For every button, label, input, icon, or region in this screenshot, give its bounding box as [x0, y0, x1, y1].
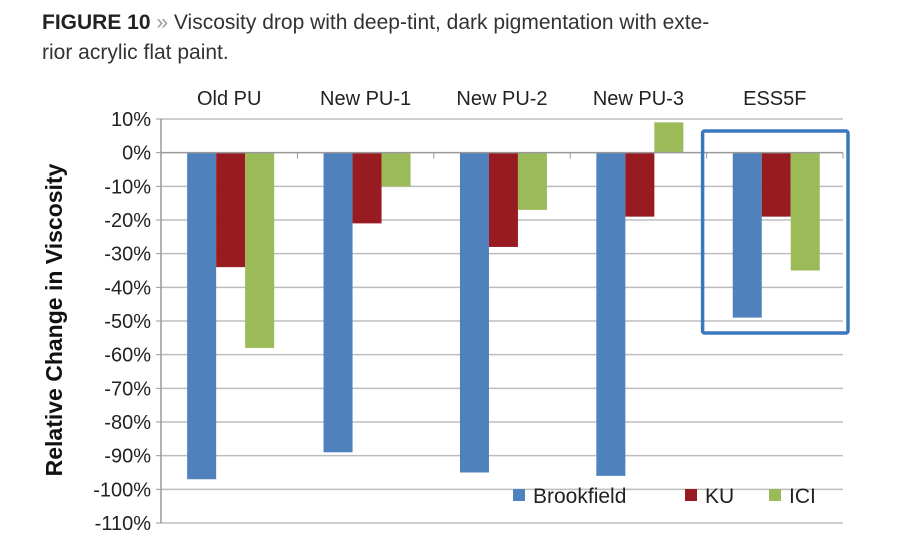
y-tick-label: 10% — [111, 109, 151, 131]
y-tick-label: -60% — [104, 345, 151, 367]
bar-ku-new-pu-3 — [625, 152, 655, 217]
bar-brookfield-new-pu-1 — [323, 152, 353, 453]
legend-swatch — [685, 489, 697, 501]
category-label: New PU-1 — [320, 88, 411, 110]
bar-brookfield-old-pu — [187, 152, 217, 480]
figure-caption: FIGURE 10 » Viscosity drop with deep-tin… — [42, 8, 709, 68]
bar-ici-new-pu-1 — [381, 152, 411, 187]
category-label: Old PU — [197, 88, 261, 110]
highlight-box — [700, 129, 850, 335]
y-tick-label: -50% — [104, 311, 151, 333]
y-tick-label: -70% — [104, 378, 151, 400]
y-tick-label: -100% — [93, 479, 151, 501]
figure-label: FIGURE 10 — [42, 11, 151, 34]
y-tick-label: -10% — [104, 176, 151, 198]
category-label: New PU-2 — [456, 88, 547, 110]
y-tick-label: 0% — [122, 143, 151, 165]
caption-line-2: rior acrylic flat paint. — [42, 41, 229, 64]
legend-label: ICI — [789, 485, 816, 508]
legend-label: KU — [705, 485, 734, 508]
category-label: ESS5F — [743, 88, 806, 110]
y-tick-label: -30% — [104, 244, 151, 266]
bar-brookfield-ess5f — [732, 152, 762, 318]
y-axis-label: Relative Change in Viscosity — [41, 163, 67, 476]
bar-ku-old-pu — [216, 152, 246, 268]
caption-line-1: Viscosity drop with deep-tint, dark pigm… — [173, 11, 710, 34]
bar-ici-ess5f — [790, 152, 820, 271]
legend-swatch — [769, 489, 781, 501]
y-tick-label: -40% — [104, 277, 151, 299]
y-tick-label: -90% — [104, 446, 151, 468]
bar-brookfield-new-pu-3 — [596, 152, 626, 476]
legend-label: Brookfield — [533, 485, 626, 508]
bar-ici-old-pu — [245, 152, 275, 348]
bar-ici-new-pu-2 — [517, 152, 547, 210]
bar-ku-new-pu-1 — [352, 152, 382, 224]
bar-ku-new-pu-2 — [488, 152, 518, 247]
bar-brookfield-new-pu-2 — [459, 152, 489, 473]
legend-swatch — [513, 489, 525, 501]
bar-ku-ess5f — [761, 152, 791, 217]
caption-separator: » — [156, 11, 169, 34]
y-tick-label: -20% — [104, 210, 151, 232]
y-tick-label: -80% — [104, 412, 151, 434]
y-tick-label: -110% — [95, 513, 152, 535]
bar-ici-new-pu-3 — [654, 122, 684, 153]
category-label: New PU-3 — [593, 88, 684, 110]
